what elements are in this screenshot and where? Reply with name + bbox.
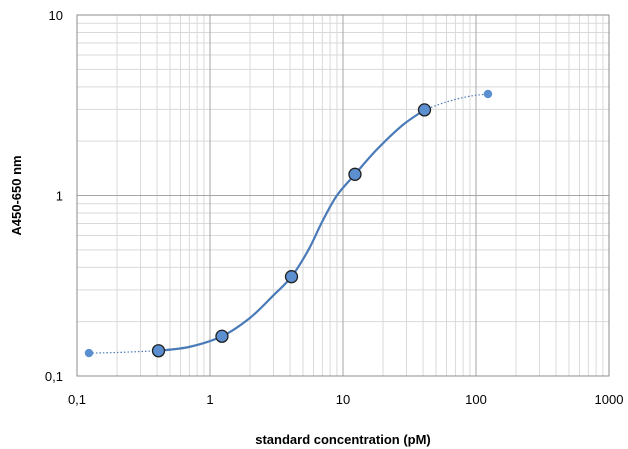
x-tick-label: 0,1 [68, 392, 86, 407]
data-point [215, 329, 229, 343]
x-tick-label: 1000 [595, 392, 624, 407]
data-point [284, 270, 299, 284]
x-tick-label: 1 [206, 392, 213, 407]
fit-curve-extrapolation-high [424, 93, 489, 111]
y-tick-label: 1 [56, 189, 63, 204]
x-tick-label: 100 [465, 392, 487, 407]
fit-curve-extrapolation-low [88, 350, 159, 354]
data-point [151, 344, 166, 358]
extrapolated-point [84, 348, 94, 358]
fit-curve [158, 108, 426, 352]
x-tick-label: 10 [336, 392, 350, 407]
data-point [417, 103, 432, 117]
extrapolated-point [483, 89, 493, 99]
y-tick-label: 10 [49, 8, 63, 23]
x-axis-title: standard concentration (pM) [255, 432, 431, 447]
y-tick-label: 0,1 [45, 369, 63, 384]
y-axis-title: A450-650 nm [9, 155, 24, 235]
x-tick-labels: 0,1 1 10 100 1000 [68, 392, 624, 407]
plot-frame [76, 14, 610, 377]
data-points [84, 89, 493, 358]
y-tick-labels: 0,1 1 10 [45, 8, 63, 384]
data-point [348, 167, 362, 181]
